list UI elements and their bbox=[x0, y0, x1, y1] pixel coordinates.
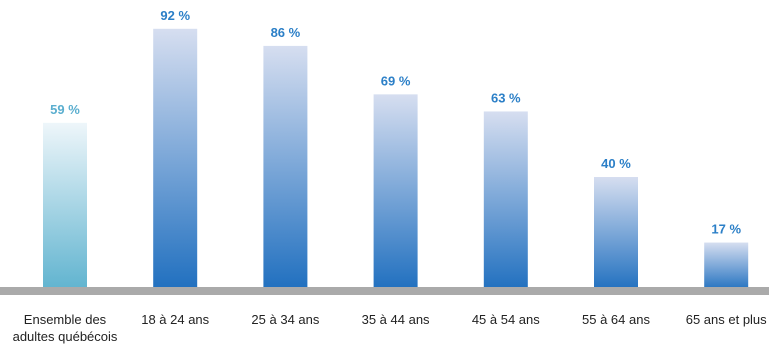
value-label-2: 86 % bbox=[271, 25, 301, 40]
value-label-6: 17 % bbox=[711, 222, 741, 237]
category-label-6: 65 ans et plus bbox=[686, 312, 767, 327]
value-label-5: 40 % bbox=[601, 156, 631, 171]
category-label-0-line-1: adultes québécois bbox=[13, 329, 118, 344]
value-label-3: 69 % bbox=[381, 73, 411, 88]
category-label-3: 35 à 44 ans bbox=[362, 312, 430, 327]
value-label-4: 63 % bbox=[491, 90, 521, 105]
category-label-0-line-0: Ensemble des bbox=[24, 312, 107, 327]
category-label-4: 45 à 54 ans bbox=[472, 312, 540, 327]
value-label-1: 92 % bbox=[160, 8, 190, 23]
bar-2 bbox=[263, 45, 308, 292]
category-label-1: 18 à 24 ans bbox=[141, 312, 209, 327]
x-axis-baseline bbox=[0, 287, 769, 295]
value-label-0: 59 % bbox=[50, 102, 80, 117]
bars-group bbox=[43, 28, 749, 292]
bar-4 bbox=[483, 111, 528, 291]
category-label-5: 55 à 64 ans bbox=[582, 312, 650, 327]
bar-3 bbox=[373, 94, 418, 291]
labels-group: 59 % Ensemble des adultes québécois 92 % 18 … bbox=[13, 8, 768, 344]
bar-1 bbox=[153, 28, 198, 292]
bar-6 bbox=[704, 242, 749, 291]
bar-0 bbox=[43, 122, 87, 291]
category-label-2: 25 à 34 ans bbox=[251, 312, 319, 327]
bar-5 bbox=[594, 177, 638, 291]
